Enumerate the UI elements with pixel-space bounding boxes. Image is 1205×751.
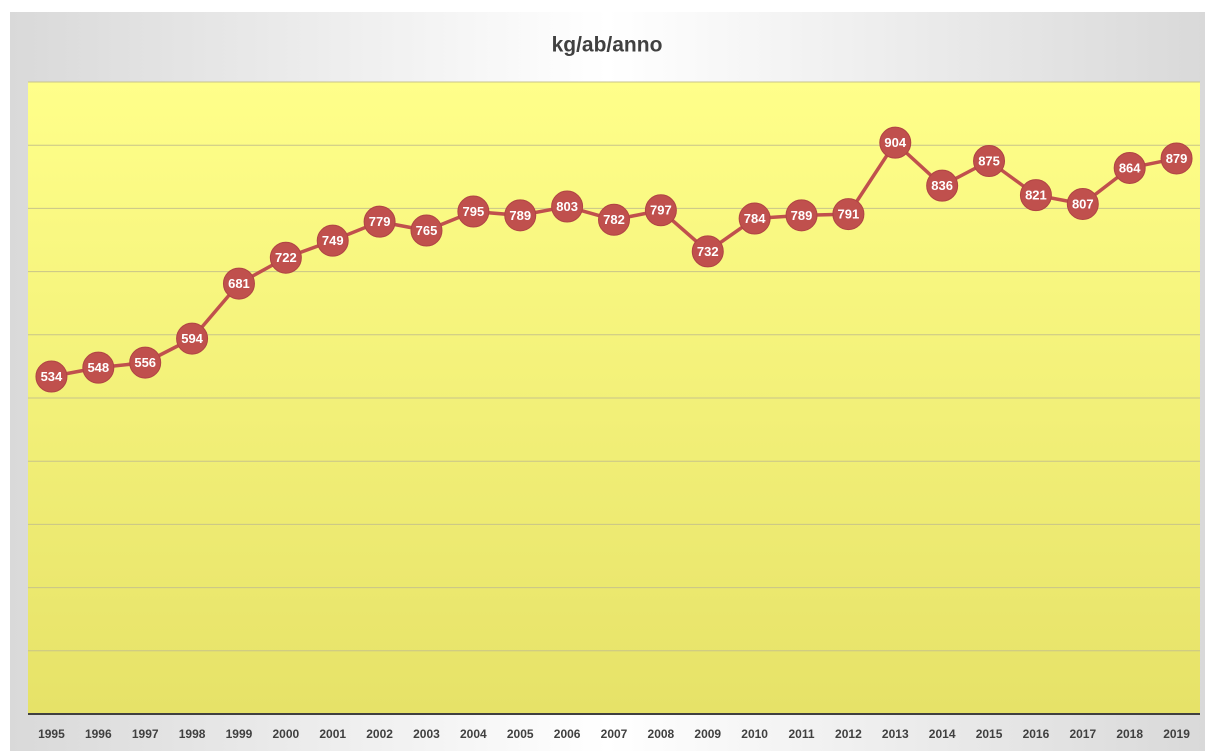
- data-label: 534: [41, 369, 63, 384]
- data-label: 789: [509, 208, 531, 223]
- marker: [738, 202, 771, 235]
- marker: [879, 126, 912, 159]
- data-label: 594: [181, 331, 203, 346]
- data-label: 732: [697, 244, 719, 259]
- x-tick-label: 2015: [976, 727, 1003, 741]
- x-tick-label: 2007: [601, 727, 628, 741]
- data-label: 821: [1025, 188, 1047, 203]
- marker: [363, 205, 396, 238]
- marker: [222, 267, 255, 300]
- data-label: 784: [744, 211, 766, 226]
- x-tick-label: 2013: [882, 727, 909, 741]
- data-label: 681: [228, 276, 250, 291]
- marker: [832, 198, 865, 231]
- x-tick-label: 1996: [85, 727, 112, 741]
- marker: [129, 346, 162, 379]
- x-tick-label: 2009: [694, 727, 721, 741]
- marker: [1113, 151, 1146, 184]
- data-label: 556: [134, 355, 156, 370]
- marker: [82, 351, 115, 384]
- data-label: 749: [322, 233, 344, 248]
- marker: [457, 195, 490, 228]
- marker: [551, 190, 584, 223]
- marker: [785, 199, 818, 232]
- data-label: 807: [1072, 196, 1094, 211]
- marker: [316, 224, 349, 257]
- data-label: 904: [884, 135, 906, 150]
- x-tick-label: 2003: [413, 727, 440, 741]
- x-tick-label: 2010: [741, 727, 768, 741]
- x-tick-label: 2002: [366, 727, 393, 741]
- x-tick-label: 2012: [835, 727, 862, 741]
- marker: [926, 169, 959, 202]
- x-tick-label: 2005: [507, 727, 534, 741]
- x-tick-label: 2000: [272, 727, 299, 741]
- marker: [1066, 187, 1099, 220]
- x-tick-label: 2011: [788, 727, 814, 741]
- marker: [691, 235, 724, 268]
- data-label: 875: [978, 153, 1000, 168]
- marker: [410, 214, 443, 247]
- data-label: 795: [463, 204, 485, 219]
- x-tick-label: 2017: [1069, 727, 1096, 741]
- data-label: 879: [1166, 151, 1188, 166]
- data-label: 836: [931, 178, 953, 193]
- marker: [973, 145, 1006, 177]
- x-tick-label: 1998: [179, 727, 206, 741]
- x-tick-label: 2008: [648, 727, 675, 741]
- x-tick-label: 2016: [1023, 727, 1050, 741]
- data-label: 765: [416, 223, 438, 238]
- data-label: 803: [556, 199, 578, 214]
- x-tick-label: 1997: [132, 727, 159, 741]
- marker: [1019, 179, 1052, 212]
- x-tick-label: 1995: [38, 727, 65, 741]
- data-label: 779: [369, 214, 391, 229]
- marker: [1160, 142, 1193, 175]
- data-label: 797: [650, 203, 672, 218]
- x-tick-label: 2019: [1163, 727, 1190, 741]
- x-tick-label: 1999: [226, 727, 253, 741]
- x-tick-label: 2014: [929, 727, 956, 741]
- chart-title: kg/ab/anno: [552, 34, 663, 57]
- x-tick-label: 2004: [460, 727, 487, 741]
- data-label: 791: [838, 207, 860, 222]
- x-tick-label: 2006: [554, 727, 581, 741]
- data-label: 722: [275, 250, 297, 265]
- data-label: 782: [603, 212, 625, 227]
- data-label: 548: [87, 360, 109, 375]
- marker: [176, 322, 209, 355]
- data-label: 864: [1119, 160, 1141, 175]
- marker: [644, 194, 677, 227]
- x-tick-label: 2001: [319, 727, 346, 741]
- marker: [35, 360, 68, 393]
- marker: [598, 203, 630, 236]
- marker: [269, 241, 302, 274]
- data-label: 789: [791, 208, 813, 223]
- marker: [504, 199, 537, 232]
- x-tick-label: 2018: [1116, 727, 1143, 741]
